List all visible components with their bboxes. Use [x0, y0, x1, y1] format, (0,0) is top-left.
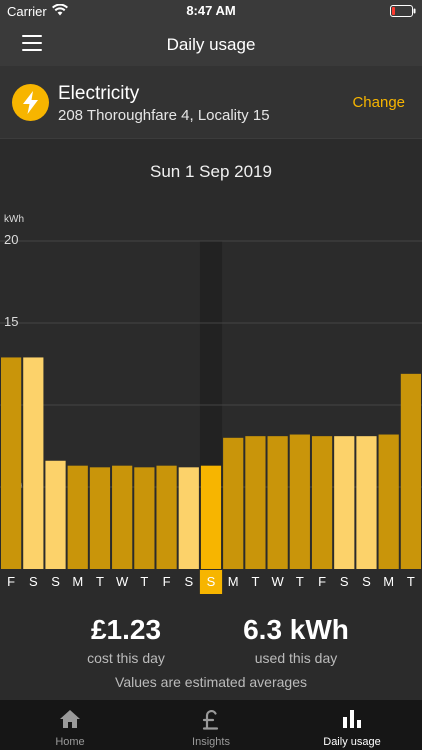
usage-bar[interactable] [311, 436, 333, 569]
x-day-label[interactable]: S [340, 574, 349, 589]
x-day-label[interactable]: T [140, 574, 148, 589]
usage-bar[interactable] [245, 436, 266, 569]
tab-daily-usage[interactable]: Daily usage [282, 700, 422, 750]
battery-icon [390, 5, 416, 20]
x-day-label[interactable]: T [407, 574, 415, 589]
x-day-label[interactable]: F [163, 574, 171, 589]
x-day-label[interactable]: T [296, 574, 304, 589]
bar-chart-icon [282, 709, 422, 731]
usage-bar[interactable] [200, 465, 222, 569]
selected-date-label: Sun 1 Sep 2019 [150, 162, 272, 181]
usage-bar[interactable] [289, 434, 310, 569]
hamburger-menu-icon[interactable] [22, 35, 44, 53]
usage-bar[interactable] [267, 436, 288, 569]
usage-bar[interactable] [178, 467, 199, 569]
usage-bar[interactable] [67, 465, 88, 569]
usage-bar[interactable] [356, 436, 377, 569]
x-day-label[interactable]: W [116, 574, 129, 589]
status-bar: Carrier 8:47 AM [0, 0, 422, 22]
x-day-label[interactable]: S [29, 574, 38, 589]
y-tick-label: 15 [4, 314, 18, 329]
pound-sign-icon [141, 709, 281, 731]
x-day-label[interactable]: M [228, 574, 239, 589]
tab-home[interactable]: Home [0, 700, 140, 750]
usage-bar[interactable] [134, 467, 155, 569]
usage-bar[interactable] [400, 373, 421, 569]
x-day-label[interactable]: S [207, 574, 216, 589]
x-day-label[interactable]: T [96, 574, 104, 589]
usage-bar[interactable] [223, 437, 244, 569]
tab-daily-usage-label: Daily usage [323, 736, 381, 748]
usage-bar[interactable] [156, 465, 177, 569]
day-summary: £1.23 cost this day 6.3 kWh used this da… [0, 608, 422, 700]
x-day-label[interactable]: M [72, 574, 83, 589]
tab-insights-label: Insights [192, 736, 230, 748]
daily-usage-chart[interactable]: kWh2015105.0FSSMTWTFSSMTWTFSSMT [0, 210, 422, 600]
supply-card: Electricity 208 Thoroughfare 4, Locality… [0, 66, 422, 139]
x-day-label[interactable]: S [51, 574, 60, 589]
tab-bar: Home Insights Daily usage [0, 700, 422, 750]
x-day-label[interactable]: W [271, 574, 284, 589]
usage-caption: used this day [254, 650, 338, 666]
usage-bar[interactable] [23, 357, 44, 569]
change-button[interactable]: Change [352, 94, 405, 111]
x-day-label[interactable]: M [383, 574, 394, 589]
selected-day-label-highlight [199, 570, 223, 594]
tab-home-label: Home [55, 736, 85, 748]
x-day-label[interactable]: S [362, 574, 371, 589]
usage-bar[interactable] [45, 460, 66, 569]
supply-name: Electricity [58, 83, 140, 104]
cost-caption: cost this day [87, 650, 165, 666]
wifi-icon [52, 3, 68, 19]
status-time: 8:47 AM [186, 3, 236, 18]
carrier-label: Carrier [7, 4, 47, 19]
usage-bar[interactable] [334, 436, 355, 569]
usage-bar[interactable] [378, 434, 399, 569]
usage-bar-chart[interactable]: kWh2015105.0FSSMTWTFSSMTWTFSSMT [0, 210, 422, 600]
x-day-label[interactable]: T [251, 574, 259, 589]
usage-bar[interactable] [112, 465, 133, 569]
y-axis-unit-label: kWh [4, 214, 24, 225]
x-day-label[interactable]: S [184, 574, 193, 589]
home-icon [0, 709, 140, 731]
estimate-note: Values are estimated averages [115, 674, 307, 690]
page-title: Daily usage [166, 35, 256, 54]
lightning-bolt-icon [12, 84, 49, 121]
tab-insights[interactable]: Insights [141, 700, 281, 750]
x-day-label[interactable]: F [318, 574, 326, 589]
usage-bar[interactable] [89, 467, 111, 569]
y-tick-label: 20 [4, 232, 18, 247]
supply-address: 208 Thoroughfare 4, Locality 15 [58, 107, 270, 124]
navigation-bar: Daily usage [0, 22, 422, 66]
x-day-label[interactable]: F [7, 574, 15, 589]
cost-value: £1.23 [90, 614, 162, 645]
usage-bar[interactable] [1, 357, 22, 569]
usage-value: 6.3 kWh [243, 614, 349, 645]
